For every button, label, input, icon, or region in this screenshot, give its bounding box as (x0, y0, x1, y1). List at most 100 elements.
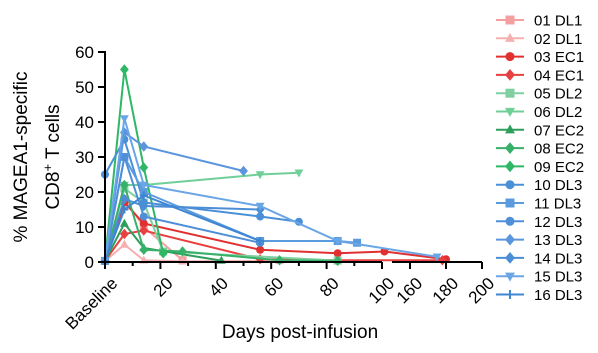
y-tick-label: 0 (85, 253, 94, 272)
data-point (256, 237, 265, 245)
legend-label: 14 DL3 (534, 250, 582, 267)
y-axis-title-line2: CD8+ T cells (40, 104, 64, 209)
series-line (104, 69, 165, 262)
legend-item: 07 EC2 (496, 122, 584, 139)
series-15 (100, 115, 442, 266)
legend-marker (505, 252, 515, 264)
data-point (119, 228, 129, 240)
data-point (119, 218, 129, 227)
y-tick-label: 40 (75, 113, 94, 132)
data-point (119, 64, 129, 75)
data-point (256, 212, 265, 221)
legend-marker (505, 198, 515, 208)
legend-item: 10 DL3 (496, 177, 582, 194)
x-axis-title: Days post-infusion (222, 322, 378, 343)
y-tick-label: 30 (75, 148, 94, 167)
legend-item: 08 EC2 (496, 141, 584, 158)
series-line (104, 156, 261, 262)
series-16 (101, 191, 265, 265)
legend-item: 13 DL3 (496, 232, 582, 249)
legend-item: 11 DL3 (496, 196, 581, 213)
legend-label: 10 DL3 (534, 177, 582, 194)
legend-label: 15 DL3 (534, 269, 582, 286)
legend-label: 12 DL3 (534, 214, 582, 231)
legend-marker (505, 290, 515, 299)
series-layer (100, 64, 450, 267)
y-tick-label: 60 (75, 43, 94, 62)
data-point (432, 253, 442, 262)
legend-item: 16 DL3 (496, 287, 582, 304)
data-point (139, 200, 149, 212)
legend-label: 05 DL2 (534, 86, 582, 103)
data-point (119, 127, 129, 138)
data-point (256, 245, 265, 254)
legend-marker (505, 52, 515, 62)
data-point (178, 246, 187, 257)
legend-item: 03 EC1 (496, 49, 584, 66)
y-tick-label: 20 (75, 183, 94, 202)
legend-label: 11 DL3 (534, 196, 581, 213)
data-point (353, 238, 362, 247)
legend-item: 04 EC1 (496, 67, 584, 84)
data-point (119, 179, 129, 191)
legend-item: 01 DL1 (496, 13, 582, 30)
data-point (119, 115, 129, 124)
legend-marker (505, 216, 515, 226)
y-axis-title-sup: + (40, 164, 55, 172)
x-tick-label: 200 (465, 274, 498, 307)
data-point (139, 181, 149, 190)
data-point (255, 202, 265, 211)
legend-marker (505, 107, 515, 117)
legend-item: 06 DL2 (496, 104, 582, 121)
x-tick-label: 160 (393, 274, 426, 307)
data-point (120, 153, 129, 161)
legend-label: 08 EC2 (534, 141, 584, 158)
data-point (333, 249, 342, 258)
x-tick-label: 60 (261, 274, 288, 301)
series-line (104, 194, 261, 262)
legend-label: 01 DL1 (534, 13, 582, 30)
x-tick-label: 100 (365, 274, 398, 307)
y-tick-label: 50 (75, 78, 94, 97)
data-point (119, 239, 129, 248)
y-tick-label: 10 (75, 218, 94, 237)
data-point (139, 225, 149, 236)
legend-label: 16 DL3 (534, 287, 582, 304)
legend-label: 03 EC1 (534, 49, 584, 66)
legend-marker (505, 69, 515, 81)
legend-label: 09 EC2 (534, 159, 584, 176)
legend-marker (505, 32, 515, 42)
x-tick-label: 40 (205, 274, 232, 301)
series-line (104, 229, 443, 262)
data-point (255, 171, 265, 180)
legend-marker (505, 88, 515, 98)
x-tick-label: 20 (150, 274, 177, 301)
legend-item: 02 DL1 (496, 31, 582, 48)
legend-marker (505, 124, 515, 134)
data-point (333, 237, 343, 246)
x-tick-label: 180 (429, 274, 462, 307)
legend-label: 02 DL1 (534, 31, 582, 48)
data-point (158, 248, 168, 259)
data-point (239, 165, 248, 177)
legend-item: 12 DL3 (496, 214, 582, 231)
data-point (294, 169, 304, 178)
legend-item: 15 DL3 (496, 269, 582, 286)
legend-label: 04 EC1 (534, 67, 584, 84)
legend-marker (505, 272, 515, 282)
data-point (139, 212, 148, 221)
legend-marker (505, 233, 515, 246)
data-point (139, 191, 148, 200)
data-point (139, 219, 148, 228)
data-point (139, 141, 149, 152)
legend-marker (505, 142, 515, 154)
legend-label: 06 DL2 (534, 104, 582, 121)
data-point (139, 244, 149, 255)
data-point (120, 205, 129, 214)
x-tick-label: Baseline (62, 274, 122, 334)
legend-item: 09 EC2 (496, 159, 584, 176)
data-point (119, 193, 129, 205)
data-point (139, 162, 149, 173)
